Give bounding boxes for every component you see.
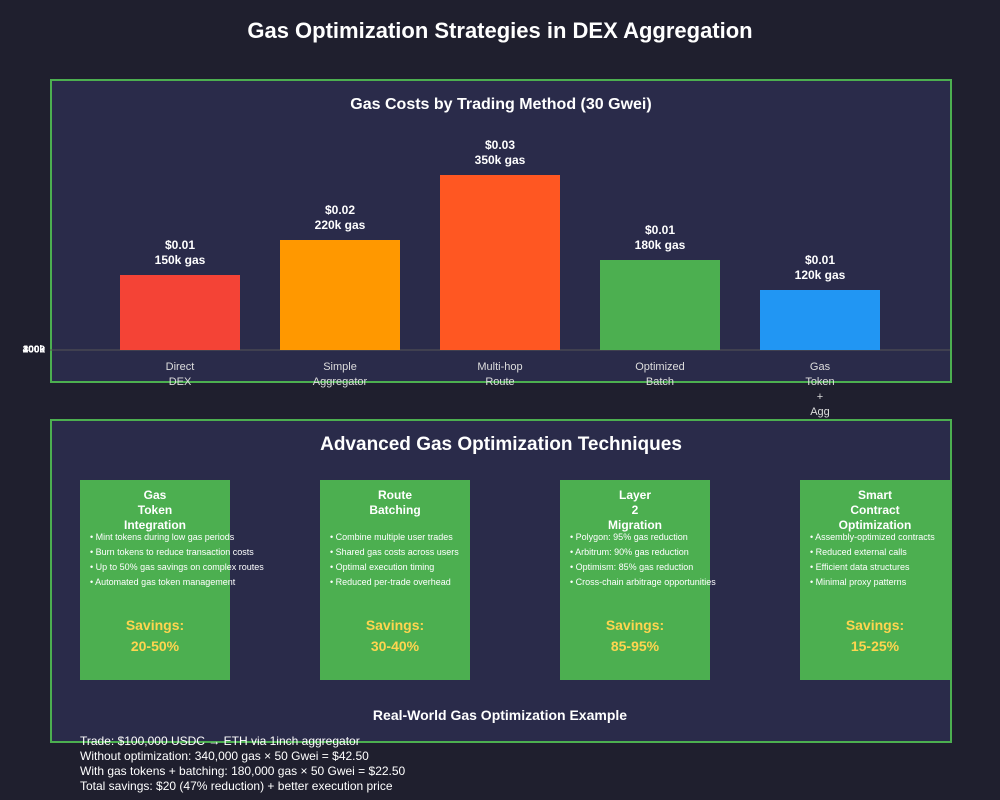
card-title: Gas Token Integration xyxy=(124,488,186,532)
category-label: Direct xyxy=(166,361,195,373)
category-label: Simple xyxy=(323,361,357,373)
card-bullet: Combine multiple user trades xyxy=(330,530,590,545)
category-label: Gas xyxy=(810,361,831,373)
example-line: Total savings: $20 (47% reduction) + bet… xyxy=(80,779,393,793)
category-label: Aggregator xyxy=(313,376,368,388)
techniques-title: Advanced Gas Optimization Techniques xyxy=(320,434,682,455)
card-bullet: Mint tokens during low gas periods xyxy=(90,530,350,545)
card-savings: Savings: 20-50% xyxy=(125,617,185,654)
bar-cost-label: $0.01 xyxy=(165,238,195,252)
card-bullet: Minimal proxy patterns xyxy=(810,575,945,590)
card-bullet: Polygon: 95% gas reduction xyxy=(570,530,830,545)
card-bullet-list: Polygon: 95% gas reduction Arbitrum: 90%… xyxy=(570,530,830,590)
card-bullet: Reduced external calls xyxy=(810,545,945,560)
example-line: Trade: $100,000 USDC → ETH via 1inch agg… xyxy=(80,734,360,748)
example-line: With gas tokens + batching: 180,000 gas … xyxy=(80,764,406,778)
card-savings: Savings: 30-40% xyxy=(365,617,425,654)
bar-cost-label: $0.01 xyxy=(805,253,835,267)
category-label: Token xyxy=(805,376,834,388)
y-tick-label: 400k xyxy=(23,345,46,356)
card-bullet: Reduced per-trade overhead xyxy=(330,575,590,590)
y-tick-label: 0 xyxy=(39,345,45,356)
bar-gas-label: 350k gas xyxy=(475,153,526,167)
card-savings: Savings: 85-95% xyxy=(605,617,665,654)
category-label: Multi-hop xyxy=(477,361,522,373)
category-label: Agg xyxy=(810,406,830,418)
card-title: Route Batching xyxy=(369,488,421,517)
category-label: Batch xyxy=(646,376,674,388)
example-line: Without optimization: 340,000 gas × 50 G… xyxy=(80,749,369,763)
card-bullet-list: Assembly-optimized contracts Reduced ext… xyxy=(810,530,945,590)
bar-5 xyxy=(760,290,880,350)
bar-cost-label: $0.03 xyxy=(485,138,515,152)
category-label: Optimized xyxy=(635,361,685,373)
technique-card-layer2: Layer 2 Migration Polygon: 95% gas reduc… xyxy=(560,480,716,680)
bar-cost-label: $0.02 xyxy=(325,203,355,217)
technique-card-smart-contract: Smart Contract Optimization Assembly-opt… xyxy=(800,480,950,680)
card-bullet: Optimal execution timing xyxy=(330,560,590,575)
card-bullet: Assembly-optimized contracts xyxy=(810,530,945,545)
card-bullet: Automated gas token management xyxy=(90,575,350,590)
card-savings: Savings: 15-25% xyxy=(845,617,905,654)
card-bullet: Optimism: 85% gas reduction xyxy=(570,560,830,575)
bar-1 xyxy=(120,275,240,350)
y-tick-label: 100k xyxy=(23,345,46,356)
technique-card-route-batching: Route Batching Combine multiple user tra… xyxy=(320,480,470,680)
technique-card-gas-token: Gas Token Integration Mint tokens during… xyxy=(80,480,264,680)
card-bullet: Efficient data structures xyxy=(810,560,945,575)
card-bullet: Shared gas costs across users xyxy=(330,545,590,560)
card-bullet: Up to 50% gas savings on complex routes xyxy=(90,560,350,575)
card-bullet-list: Combine multiple user trades Shared gas … xyxy=(330,530,590,590)
chart-title: Gas Costs by Trading Method (30 Gwei) xyxy=(350,96,652,113)
card-bullet-list: Mint tokens during low gas periods Burn … xyxy=(90,530,350,590)
bar-4 xyxy=(600,260,720,350)
example-lines: Trade: $100,000 USDC → ETH via 1inch agg… xyxy=(80,734,405,794)
page-title: Gas Optimization Strategies in DEX Aggre… xyxy=(247,18,753,43)
example-title: Real-World Gas Optimization Example xyxy=(372,707,628,723)
card-bullet: Arbitrum: 90% gas reduction xyxy=(570,545,830,560)
bar-cost-label: $0.01 xyxy=(645,223,675,237)
bar-gas-label: 180k gas xyxy=(635,238,686,252)
bar-gas-label: 120k gas xyxy=(795,268,846,282)
category-label: DEX xyxy=(169,376,192,388)
bar-gas-label: 220k gas xyxy=(315,218,366,232)
category-label: + xyxy=(817,391,823,403)
bar-3 xyxy=(440,175,560,350)
category-label: Route xyxy=(485,376,514,388)
card-bullet: Burn tokens to reduce transaction costs xyxy=(90,545,350,560)
y-tick-label: 300k xyxy=(23,345,46,356)
y-tick-label: 200k xyxy=(23,345,46,356)
bar-2 xyxy=(280,240,400,350)
card-bullet: Cross-chain arbitrage opportunities xyxy=(570,575,830,590)
card-title: Smart Contract Optimization xyxy=(838,488,912,532)
card-title: Layer 2 Migration xyxy=(608,488,662,532)
bar-gas-label: 150k gas xyxy=(155,253,206,267)
